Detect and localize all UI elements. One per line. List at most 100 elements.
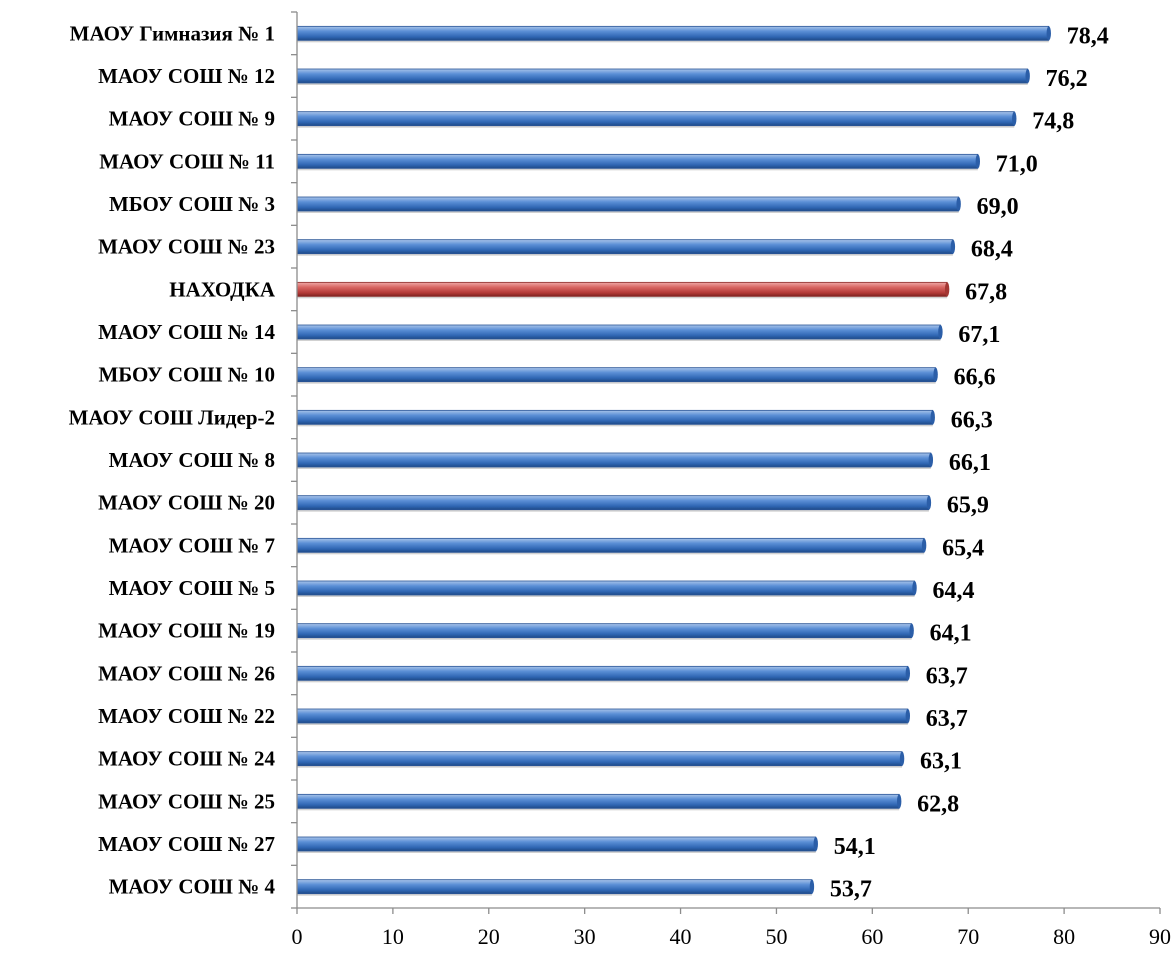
bar-мбоу-сош-10	[296, 367, 938, 384]
x-tick-label: 10	[382, 924, 404, 949]
bar-маоу-сош-12	[296, 68, 1030, 85]
bar-маоу-сош-20	[296, 495, 932, 512]
value-label: 66,1	[949, 450, 991, 476]
bar-маоу-сош-14	[296, 324, 943, 341]
value-label: 62,8	[917, 791, 959, 817]
bars-layer	[296, 25, 1051, 896]
bar-маоу-сош-9	[296, 111, 1017, 128]
axes: 0 10 20 30 40 50 60 70 80 90	[291, 11, 1171, 949]
category-label: МБОУ СОШ № 10	[98, 363, 275, 387]
value-label: 54,1	[834, 834, 876, 860]
x-tick-label: 50	[765, 924, 787, 949]
bar-маоу-сош-5	[296, 580, 917, 597]
bar-маоу-сош-19	[296, 623, 914, 640]
category-label: МАОУ СОШ № 22	[98, 704, 275, 728]
value-label: 66,6	[954, 365, 996, 391]
value-label: 63,1	[920, 749, 962, 775]
category-label: МАОУ СОШ № 5	[109, 576, 275, 600]
category-label: МАОУ СОШ № 7	[109, 533, 275, 557]
value-labels: 78,4 76,2 74,8 71,0 69,0 68,4 67,8 67,1 66,6 66,3…	[830, 23, 1109, 902]
value-label: 68,4	[971, 237, 1013, 263]
category-label: МАОУ СОШ № 23	[98, 235, 275, 259]
category-label: МАОУ СОШ № 25	[98, 789, 275, 813]
category-label: МАОУ СОШ № 20	[98, 491, 275, 515]
bar-маоу-гимназия-1	[296, 25, 1051, 43]
bar-маоу-сош-27	[296, 836, 818, 853]
bar-маоу-сош-7	[296, 537, 927, 555]
category-labels: МАОУ Гимназия № 1 МАОУ СОШ № 12 МАОУ СОШ №…	[69, 21, 276, 898]
category-label: МАОУ СОШ Лидер-2	[69, 405, 275, 429]
value-label: 64,4	[933, 578, 975, 604]
bar-rect	[296, 367, 937, 383]
x-tick-label: 90	[1149, 924, 1171, 949]
bar-находка	[296, 281, 950, 299]
bar-маоу-сош-23	[296, 239, 956, 256]
bar-маоу-сош-25	[296, 793, 902, 811]
bar-rect	[296, 452, 932, 468]
x-tick-label: 70	[957, 924, 979, 949]
bar-маоу-сош-26	[296, 665, 911, 683]
x-tick-label: 20	[478, 924, 500, 949]
category-label: МАОУ СОШ № 12	[98, 64, 275, 88]
bar-маоу-сош-11	[296, 153, 981, 171]
bar-rect	[296, 409, 934, 425]
bar-rect	[296, 751, 903, 767]
x-tick-label: 30	[574, 924, 596, 949]
value-label: 69,0	[977, 194, 1019, 220]
bar-rect	[296, 836, 817, 852]
bar-rect	[296, 25, 1050, 41]
bar-rect	[296, 879, 813, 895]
category-label: МАОУ СОШ № 4	[109, 875, 276, 899]
bar-маоу-сош-4	[296, 879, 815, 896]
value-label: 76,2	[1046, 66, 1088, 92]
bar-rect	[296, 708, 909, 724]
bar-rect	[296, 623, 913, 639]
bar-rect	[296, 68, 1029, 84]
category-label: МАОУ СОШ № 11	[99, 149, 275, 173]
bar-маоу-сош-24	[296, 751, 905, 768]
x-tick-label: 60	[861, 924, 883, 949]
value-label: 63,7	[926, 663, 968, 689]
bar-маоу-сош-8	[296, 452, 934, 469]
bar-маоу-сош-лидер-2	[296, 409, 935, 427]
bar-rect	[296, 196, 960, 212]
bar-rect	[296, 153, 979, 169]
bar-мбоу-сош-3	[296, 196, 961, 213]
category-label: МАОУ СОШ № 24	[98, 747, 275, 771]
bar-маоу-сош-22	[296, 708, 911, 725]
category-label: МАОУ СОШ № 8	[109, 448, 275, 472]
bar-rect	[296, 665, 909, 681]
bar-rect	[296, 537, 925, 553]
value-label: 65,4	[942, 535, 984, 561]
bar-rect	[296, 793, 900, 809]
value-label: 66,3	[951, 407, 993, 433]
category-label: МАОУ СОШ № 9	[109, 107, 275, 131]
value-label: 78,4	[1067, 23, 1109, 49]
bar-rect	[296, 239, 954, 255]
value-label: 53,7	[830, 877, 872, 903]
value-label: 67,8	[965, 279, 1007, 305]
bar-rect	[296, 111, 1015, 127]
x-tick-label: 0	[292, 924, 303, 949]
value-label: 71,0	[996, 151, 1038, 177]
x-tick-label: 40	[670, 924, 692, 949]
category-label: МАОУ СОШ № 26	[98, 661, 275, 685]
bar-rect	[296, 281, 948, 297]
bar-rect	[296, 580, 915, 596]
category-label: МАОУ Гимназия № 1	[70, 21, 275, 45]
category-label: МАОУ СОШ № 19	[98, 619, 275, 643]
value-label: 64,1	[930, 621, 972, 647]
value-label: 65,9	[947, 493, 989, 519]
x-tick-label: 80	[1053, 924, 1075, 949]
bar-rect	[296, 324, 941, 340]
category-label: МАОУ СОШ № 27	[98, 832, 275, 856]
category-label: МАОУ СОШ № 14	[98, 320, 275, 344]
value-label: 67,1	[958, 322, 1000, 348]
value-label: 63,7	[926, 706, 968, 732]
category-label: МБОУ СОШ № 3	[109, 192, 275, 216]
bar-rect	[296, 495, 930, 511]
value-label: 74,8	[1032, 109, 1074, 135]
category-label: НАХОДКА	[169, 277, 276, 301]
